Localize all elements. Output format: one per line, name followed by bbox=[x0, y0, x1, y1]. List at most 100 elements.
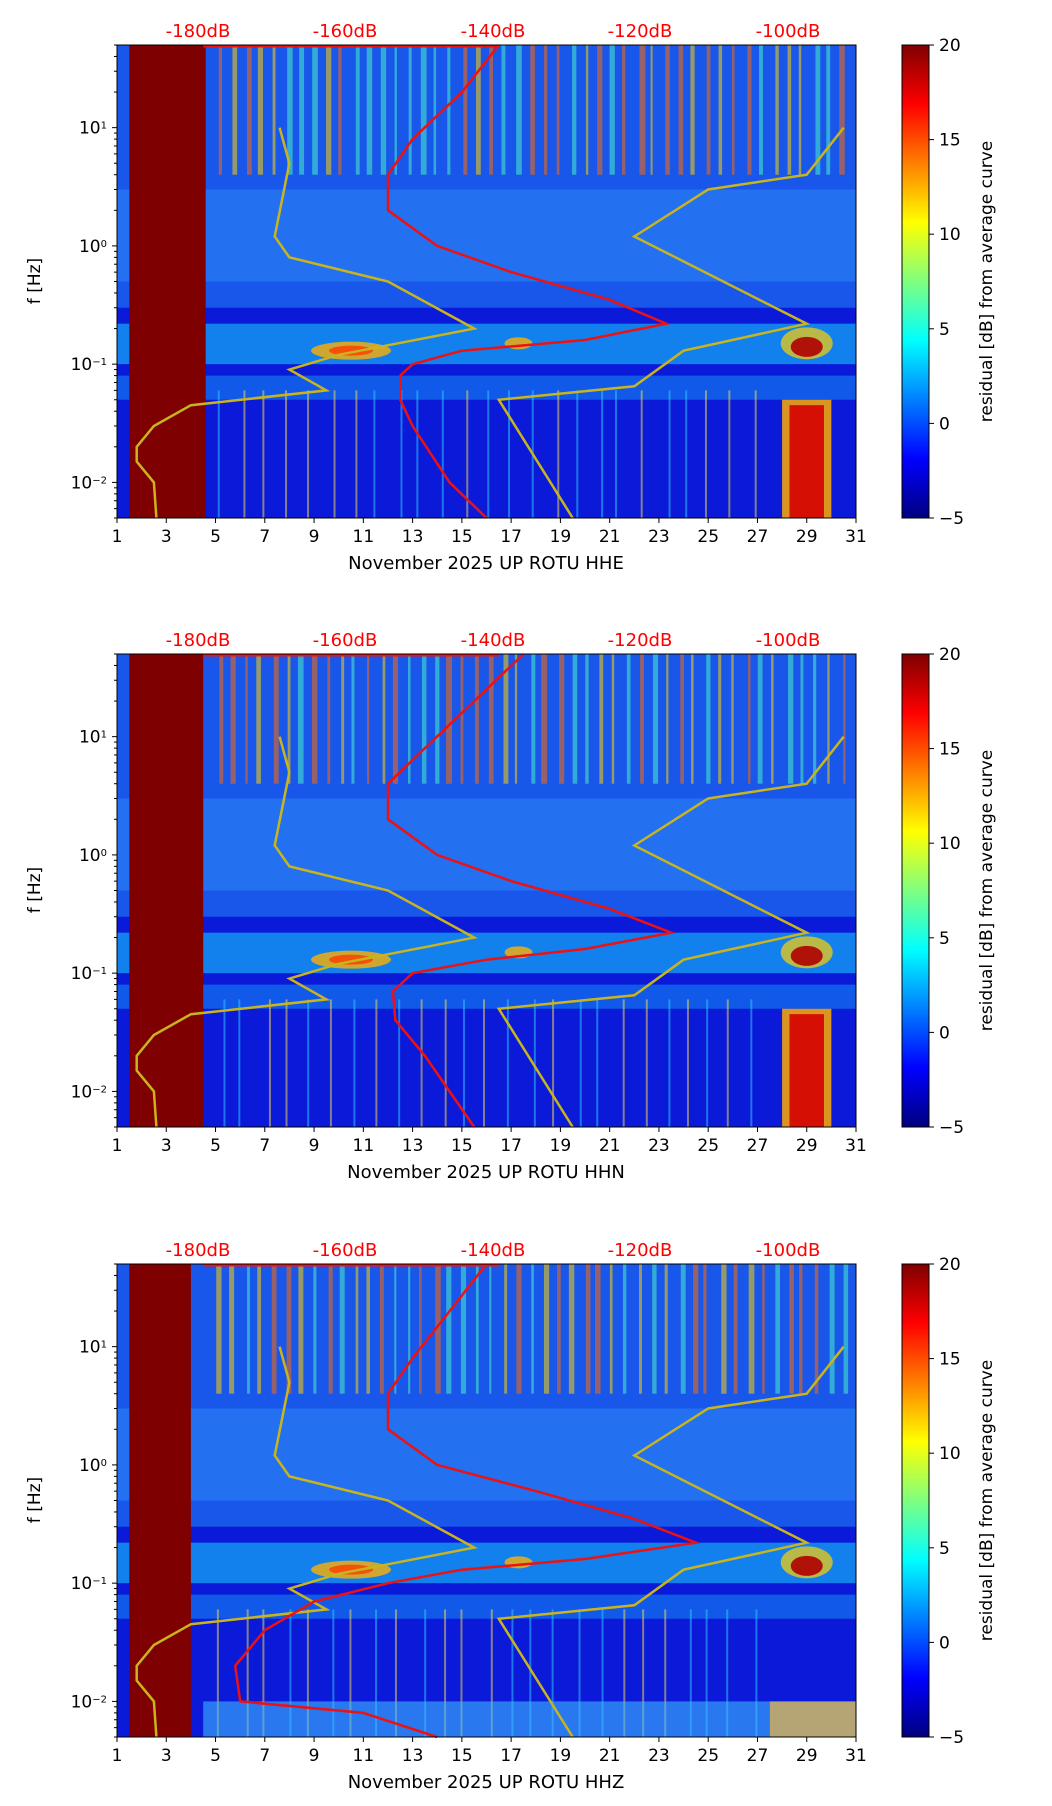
high-noise-model-line bbox=[496, 735, 845, 1128]
heatmap-mid-band bbox=[117, 189, 856, 282]
heatmap-streak bbox=[718, 654, 722, 784]
y-tick-label-10hz: 101 bbox=[79, 728, 107, 748]
heatmap-streak bbox=[355, 1264, 359, 1394]
x-tick-label-21: 21 bbox=[599, 1746, 621, 1766]
heatmap-streak bbox=[516, 45, 522, 175]
heatmap-streak bbox=[690, 45, 695, 175]
heatmap-lf-streak bbox=[642, 1609, 645, 1737]
colorbar-label-hhz: residual [dB] from average curve bbox=[977, 1360, 997, 1641]
colorbar-tick-5: 5 bbox=[939, 320, 950, 340]
x-axis-title-hhe: November 2025 UP ROTU HHE bbox=[348, 553, 624, 574]
top-label-180db: -180dB bbox=[166, 21, 231, 42]
heatmap-streak bbox=[594, 1264, 601, 1394]
y-tick-label-10hz: 101 bbox=[79, 119, 107, 139]
heatmap-lf-streak bbox=[601, 1609, 604, 1737]
high-noise-model-line bbox=[496, 1345, 845, 1738]
heatmap-lf-streak bbox=[373, 390, 376, 518]
heatmap-streak bbox=[800, 654, 804, 784]
curves-hhe bbox=[135, 44, 845, 519]
x-tick-label-19: 19 bbox=[550, 1136, 572, 1156]
y-tick-label-0.01hz: 10−2 bbox=[71, 473, 107, 493]
heatmap-streak bbox=[812, 654, 817, 784]
x-tick-label-23: 23 bbox=[648, 1136, 670, 1156]
top-label-140db: -140dB bbox=[461, 21, 526, 42]
heatmap-streak bbox=[271, 1264, 277, 1394]
top-label-180db: -180dB bbox=[166, 1240, 231, 1261]
heatmap-lf-streak bbox=[705, 1609, 708, 1737]
heatmap-streak bbox=[286, 1264, 292, 1394]
heatmap-lf-streak bbox=[668, 999, 671, 1127]
x-tick-label-23: 23 bbox=[648, 527, 670, 547]
y-tick-labels-hhn: 101 100 10−1 10−2 bbox=[71, 728, 107, 1103]
heatmap-lf-streak bbox=[664, 1609, 667, 1737]
y-tick-label-1hz: 100 bbox=[79, 846, 107, 866]
top-label-160db: -160dB bbox=[313, 1240, 378, 1261]
heatmap-lf-streak bbox=[640, 390, 643, 518]
heatmap-lf-streak bbox=[668, 390, 671, 518]
heatmap-streak bbox=[680, 654, 684, 784]
x-tick-label-31: 31 bbox=[845, 1746, 867, 1766]
heatmap-streak bbox=[541, 654, 548, 784]
heatmap-streak bbox=[572, 45, 577, 175]
y-tick-label-1hz: 100 bbox=[79, 237, 107, 257]
colorbar-tick-15: 15 bbox=[939, 131, 961, 151]
colorbar-ticks-hhe bbox=[929, 44, 934, 519]
heatmap-streak bbox=[530, 45, 535, 175]
x-tick-label-13: 13 bbox=[402, 1136, 424, 1156]
heatmap-lf-streak bbox=[306, 1609, 309, 1737]
colorbar-ticks-hhz bbox=[929, 1263, 934, 1738]
heatmap-streak bbox=[775, 45, 779, 175]
y-tick-labels-hhz: 101 100 10−1 10−2 bbox=[71, 1338, 107, 1713]
top-axis-labels-hhz: -180dB -160dB -140dB -120dB -100dB bbox=[166, 1240, 821, 1261]
heatmap-mid-band bbox=[117, 798, 856, 891]
x-axis-title-hhz: November 2025 UP ROTU HHZ bbox=[348, 1772, 625, 1793]
heatmap-hhz bbox=[117, 1264, 856, 1737]
x-tick-label-31: 31 bbox=[845, 1136, 867, 1156]
heatmap-streak bbox=[748, 1264, 755, 1394]
heatmap-streak bbox=[585, 1264, 591, 1394]
heatmap-streak bbox=[843, 654, 846, 784]
colorbar-tick-20: 20 bbox=[939, 1255, 961, 1275]
heatmap-streak bbox=[504, 1264, 508, 1394]
heatmap-streak bbox=[640, 654, 644, 784]
heatmap-streak bbox=[787, 654, 794, 784]
heatmap-streak bbox=[815, 45, 821, 175]
heatmap-streak bbox=[474, 654, 479, 784]
heatmap-hotspot-core bbox=[329, 1564, 374, 1575]
heatmap-lf-streak bbox=[460, 1609, 463, 1737]
heatmap-streak bbox=[733, 1264, 738, 1394]
heatmap-streak bbox=[665, 45, 670, 175]
x-tick-label-29: 29 bbox=[796, 1136, 818, 1156]
low-noise-model-line bbox=[135, 127, 478, 519]
heatmap-lf-streak bbox=[355, 390, 358, 518]
heatmap-saturated-columns bbox=[769, 1701, 856, 1737]
heatmap-lf-streak bbox=[551, 1609, 554, 1737]
heatmap-streak bbox=[287, 654, 291, 784]
heatmap-streak bbox=[380, 45, 387, 175]
top-label-100db: -100dB bbox=[756, 1240, 821, 1261]
y-axis-title-hhz: f [Hz] bbox=[25, 1477, 45, 1523]
x-tick-label-17: 17 bbox=[500, 1136, 522, 1156]
heatmap-streak bbox=[489, 45, 494, 175]
heatmap-secondary-band bbox=[117, 375, 856, 400]
average-psd-line bbox=[386, 44, 671, 519]
heatmap-lf-streak bbox=[268, 999, 271, 1127]
heatmap-lf-streak bbox=[466, 390, 469, 518]
heatmap-streak bbox=[311, 654, 318, 784]
top-label-120db: -120dB bbox=[608, 21, 673, 42]
heatmap-lf-streak bbox=[552, 999, 555, 1127]
heatmap-streak bbox=[475, 45, 481, 175]
heatmap-streak bbox=[827, 654, 830, 784]
heatmap-streak bbox=[463, 45, 468, 175]
heatmap-streak bbox=[599, 654, 604, 784]
x-tick-label-15: 15 bbox=[451, 1746, 473, 1766]
heatmap-lf-streak bbox=[601, 390, 604, 518]
top-label-180db: -180dB bbox=[166, 630, 231, 651]
heatmap-lf-streak bbox=[375, 999, 378, 1127]
heatmap-streak bbox=[394, 45, 397, 175]
heatmap-streak bbox=[382, 654, 386, 784]
x-tick-label-3: 3 bbox=[161, 1136, 172, 1156]
colorbar-tick-20: 20 bbox=[939, 645, 961, 665]
heatmap-lf-streak bbox=[557, 390, 560, 518]
heatmap-lf-streak bbox=[353, 999, 356, 1127]
